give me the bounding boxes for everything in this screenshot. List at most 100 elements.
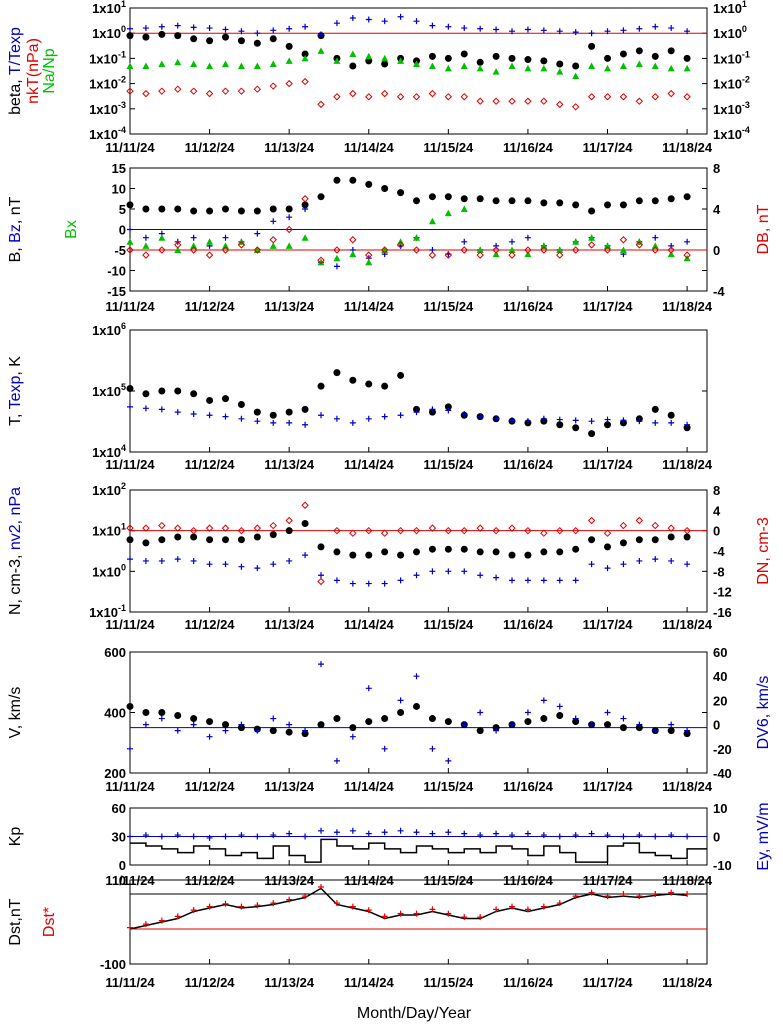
series-b-point (588, 207, 596, 215)
panel-1-ytick-label: 1x10-4 (89, 125, 126, 142)
series-texp-point (381, 18, 388, 25)
series-na-point (158, 60, 166, 67)
series-nkt-point (683, 93, 691, 101)
series-bx-point (572, 238, 580, 245)
series-t-point (269, 411, 277, 419)
series-na-point (508, 62, 516, 69)
series-beta-point (269, 35, 277, 43)
series-dststar-point (636, 893, 643, 900)
series-dststar-point (477, 914, 484, 921)
panel-6-y2tick-label: -10 (713, 858, 732, 873)
series-t-point (333, 369, 341, 377)
panel-3-ytick-label: 1x105 (92, 382, 126, 399)
series-texp-point (190, 410, 197, 417)
panel-1-y2tick-label: 1x100 (713, 24, 747, 41)
series-nkt-point (508, 97, 516, 105)
series-dn-point (524, 526, 532, 535)
panel-5-y2tick-label: 40 (713, 669, 727, 684)
series-v-point (285, 728, 293, 736)
series-nkt-point (126, 87, 134, 95)
series-beta-point (556, 60, 564, 68)
series-nkt-point (571, 103, 580, 111)
series-nv2-point (222, 561, 229, 568)
series-nv2-point (652, 556, 659, 563)
series-ey-point (127, 833, 133, 840)
series-nkt-point (158, 87, 166, 95)
series-bz-point (302, 206, 309, 212)
series-b-point (556, 199, 564, 207)
panel-2-ytick-label: 5 (119, 202, 126, 217)
panel-2-xtick-label: 11/15/24 (423, 299, 474, 314)
series-beta-point (237, 37, 245, 45)
series-na-point (333, 57, 341, 64)
series-dn-point (619, 521, 628, 530)
panel-1-xtick-label: 11/16/24 (503, 140, 554, 155)
series-dststar-point (381, 913, 388, 920)
panel-7-frame (129, 879, 708, 965)
series-beta-point (158, 30, 166, 38)
panel-1-y2tick-label: 1x101 (713, 0, 747, 16)
series-dn-point (667, 524, 675, 532)
series-nkt-point (667, 89, 675, 98)
panel-7-xtick-label: 11/14/24 (344, 975, 395, 990)
series-db-point (269, 236, 277, 244)
panel-7-ytick-label: 0 (119, 873, 126, 888)
series-b-point (381, 185, 389, 192)
panel-1-ytick-label: 1x10-3 (89, 100, 126, 117)
series-v-point (349, 724, 357, 732)
panel-4-ytick-label: 1x10-1 (89, 603, 126, 620)
series-nkt-point (396, 93, 405, 101)
series-texp-point (540, 415, 547, 422)
series-nv2-point (556, 577, 563, 584)
panel-1-y2tick-label: 1x10-3 (713, 100, 750, 117)
series-nv2-point (190, 557, 197, 564)
series-dn-point (571, 526, 580, 535)
series-bz-point (461, 238, 468, 245)
series-t-point (572, 424, 580, 432)
panel-1-y-axis-title: beta, T/Texp (7, 27, 24, 115)
series-db-point (365, 251, 373, 259)
series-nv2-point (397, 577, 404, 584)
panel-1-ytick-label: 1x10-2 (89, 75, 126, 92)
series-v-point (476, 727, 484, 735)
series-b-point (253, 207, 261, 215)
series-dststar-point (142, 921, 149, 928)
series-bx-point (190, 242, 198, 249)
series-b-point (635, 197, 643, 205)
series-kp-line (130, 838, 707, 863)
series-na-point (651, 62, 659, 69)
series-beta-point (285, 42, 293, 50)
panel-5-xtick-label: 11/17/24 (583, 779, 634, 794)
series-db-point (428, 251, 437, 259)
series-b-point (619, 201, 627, 209)
panel-2-y2tick-label: -4 (713, 284, 725, 299)
series-bz-point (142, 234, 149, 241)
series-nv2-point (349, 580, 356, 587)
series-texp-point (333, 20, 340, 27)
series-v-point (381, 715, 389, 723)
series-nkt-point (460, 93, 468, 101)
series-n-point (365, 551, 373, 559)
series-db-point (285, 225, 293, 234)
series-texp-point (127, 403, 133, 410)
series-dv6-point (636, 721, 643, 728)
series-db-point (683, 251, 691, 259)
panel-4-xtick-label: 11/14/24 (344, 617, 395, 632)
panel-5-xtick-label: 11/11/24 (105, 779, 155, 794)
series-nv2-point (445, 568, 452, 575)
series-b-point (604, 201, 612, 209)
series-texp-point (190, 24, 197, 31)
series-bx-point (269, 242, 277, 249)
series-b-point (667, 195, 675, 203)
series-nv2-point (588, 561, 595, 568)
series-n-point (413, 548, 421, 556)
series-nkt-point (333, 93, 341, 101)
series-nv2-point (174, 556, 181, 563)
series-texp-point (668, 25, 675, 32)
series-nkt-point (142, 89, 150, 98)
series-dn-point (635, 516, 644, 525)
series-db-point (571, 246, 580, 254)
series-nkt-point (237, 87, 246, 95)
panel-2-ytick-label: 0 (119, 223, 126, 238)
series-bz-point (222, 234, 229, 241)
